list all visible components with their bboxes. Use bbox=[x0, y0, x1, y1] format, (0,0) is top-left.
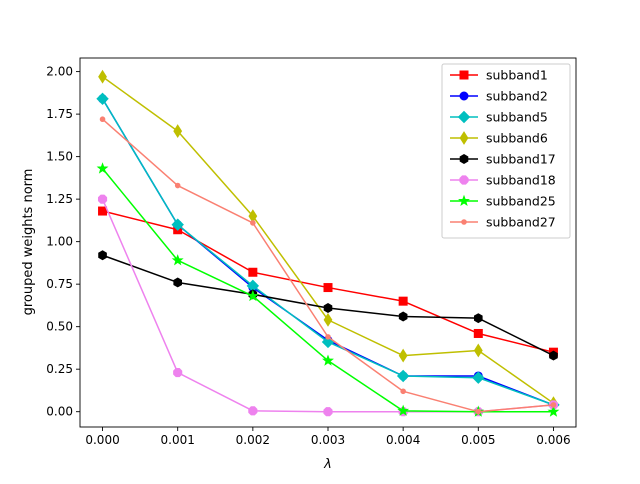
data-point bbox=[173, 277, 183, 288]
data-point bbox=[322, 354, 334, 366]
data-point bbox=[547, 405, 560, 417]
data-point bbox=[325, 334, 331, 340]
data-point bbox=[323, 312, 333, 327]
data-point bbox=[398, 296, 408, 306]
legend-marker bbox=[458, 194, 470, 207]
x-tick-label: 0.002 bbox=[236, 433, 270, 447]
data-point bbox=[472, 371, 485, 384]
data-point bbox=[549, 350, 558, 361]
data-point bbox=[99, 116, 106, 123]
legend-marker bbox=[457, 110, 471, 124]
x-tick-label: 0.004 bbox=[386, 433, 420, 447]
legend-label: subband6 bbox=[486, 131, 548, 146]
data-point bbox=[550, 402, 557, 408]
data-point bbox=[97, 194, 108, 204]
legend-box bbox=[441, 63, 571, 239]
legend-item: subband1 bbox=[450, 68, 548, 83]
data-point bbox=[473, 343, 483, 358]
data-point bbox=[396, 369, 410, 383]
data-point bbox=[174, 182, 181, 189]
y-tick-label: 1.50 bbox=[46, 150, 73, 164]
legend-item: subband5 bbox=[450, 110, 548, 125]
y-tick-label: 0.75 bbox=[46, 277, 73, 291]
y-tick-label: 2.00 bbox=[46, 65, 73, 79]
legend-marker bbox=[459, 70, 469, 80]
data-point bbox=[400, 388, 406, 395]
data-point bbox=[248, 267, 258, 277]
series-subband17 bbox=[98, 250, 558, 361]
y-tick-label: 1.00 bbox=[46, 235, 73, 249]
x-axis-label: λ bbox=[323, 457, 332, 472]
data-point bbox=[250, 220, 256, 226]
legend-marker bbox=[459, 175, 469, 185]
data-point bbox=[246, 289, 259, 302]
legend-marker bbox=[459, 154, 469, 164]
data-point bbox=[171, 218, 184, 231]
data-point bbox=[323, 407, 333, 417]
legend-label: subband27 bbox=[486, 215, 556, 230]
data-point bbox=[98, 250, 107, 261]
legend-item: subband6 bbox=[450, 131, 548, 146]
legend-item: subband25 bbox=[450, 194, 556, 209]
y-tick-label: 0.25 bbox=[46, 362, 73, 376]
series-subband5 bbox=[96, 92, 560, 412]
legend-label: subband18 bbox=[486, 173, 556, 188]
data-point bbox=[98, 69, 107, 84]
legend-label: subband5 bbox=[486, 110, 548, 125]
data-point bbox=[398, 311, 408, 322]
data-point bbox=[248, 406, 258, 416]
legend-item: subband18 bbox=[450, 173, 556, 188]
legend-label: subband17 bbox=[486, 152, 556, 167]
legend-marker bbox=[459, 91, 469, 101]
y-tick-label: 1.25 bbox=[46, 192, 73, 206]
data-point bbox=[398, 348, 408, 363]
data-point bbox=[173, 124, 183, 139]
data-point bbox=[98, 206, 108, 216]
x-tick-label: 0.005 bbox=[461, 433, 495, 447]
series-subband27 bbox=[99, 116, 557, 415]
plot-area: 0.000 0.001 0.002 0.003 0.004 0.005 0.006 0.00 0… bbox=[46, 57, 577, 447]
data-point bbox=[473, 328, 483, 338]
data-point bbox=[96, 162, 109, 174]
legend-item: subband2 bbox=[450, 89, 548, 104]
legend-marker bbox=[461, 219, 467, 225]
x-tick-label: 0.001 bbox=[161, 433, 195, 447]
legend-marker bbox=[459, 131, 469, 145]
legend-item: subband27 bbox=[450, 215, 556, 230]
data-point bbox=[473, 313, 483, 324]
data-point bbox=[171, 254, 184, 266]
x-tick-label: 0.003 bbox=[311, 433, 345, 447]
legend-label: subband25 bbox=[486, 194, 556, 209]
y-tick-label: 0.00 bbox=[46, 405, 73, 419]
data-point bbox=[173, 368, 183, 378]
legend-label: subband1 bbox=[486, 68, 548, 83]
y-axis-label: grouped weights norm bbox=[21, 169, 36, 316]
data-point bbox=[323, 302, 333, 313]
data-point bbox=[323, 283, 333, 293]
y-tick-label: 0.50 bbox=[46, 320, 73, 334]
legend-label: subband2 bbox=[486, 89, 548, 104]
data-point bbox=[96, 92, 109, 106]
data-point bbox=[397, 404, 410, 416]
legend: subband1 subband2 subband5 subband6 subband1… bbox=[441, 63, 571, 239]
data-point bbox=[475, 408, 482, 415]
y-tick-label: 1.75 bbox=[46, 107, 73, 121]
x-tick-label: 0.006 bbox=[536, 433, 570, 447]
legend-item: subband17 bbox=[450, 152, 556, 167]
x-tick-label: 0.000 bbox=[85, 433, 119, 447]
